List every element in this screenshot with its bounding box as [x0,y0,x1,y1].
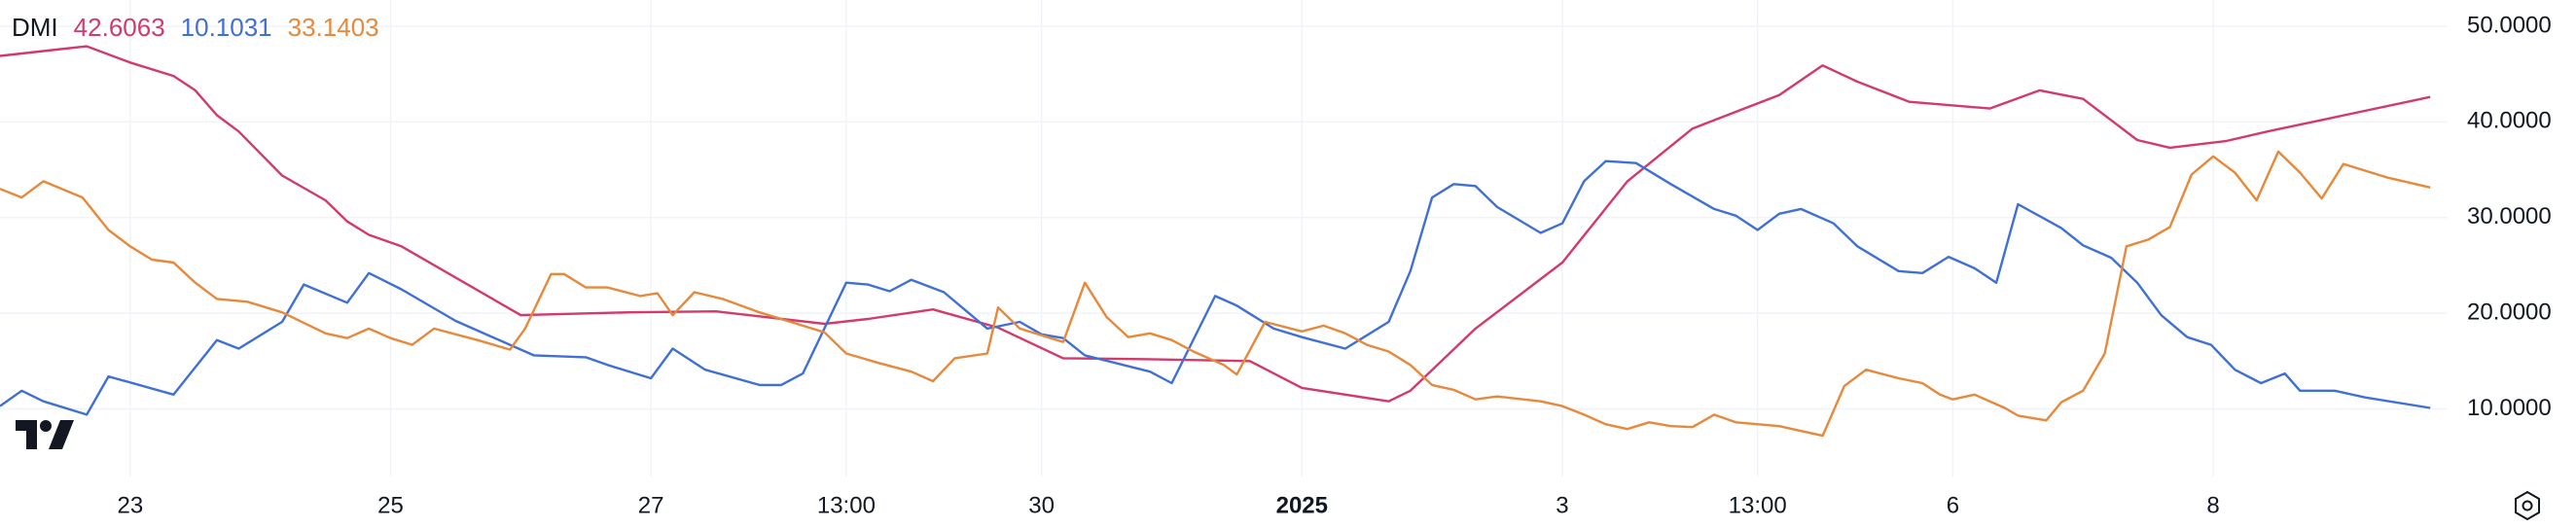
y-tick-label: 10.0000 [2467,395,2552,421]
x-tick-label: 30 [1028,492,1055,518]
dmi-line [0,159,2431,416]
y-tick-label: 20.0000 [2467,299,2552,325]
lines [0,45,2431,438]
x-tick-label: 27 [638,492,664,518]
x-tick-label: 8 [2206,492,2219,518]
y-tick-label: 50.0000 [2467,12,2552,38]
legend-value: 42.6063 [74,13,165,42]
legend-value: 33.1403 [288,13,379,42]
legend: DMI 42.6063 10.1031 33.1403 [12,13,379,42]
y-tick-label: 30.0000 [2467,203,2552,229]
labels: 10.0000 20.0000 30.0000 40.0000 50.0000 23 25 2… [117,12,2551,518]
dmi-line [0,150,2431,438]
y-tick-label: 40.0000 [2467,108,2552,134]
grid [0,0,2448,476]
tv-logo [16,420,74,449]
legend-value: 10.1031 [181,13,272,42]
x-tick-label: 13:00 [817,492,876,518]
dmi-line [0,45,2431,403]
x-tick-label: 3 [1556,492,1568,518]
x-tick-label: 2025 [1276,492,1328,518]
x-tick-label: 6 [1947,492,1959,518]
x-tick-label: 23 [117,492,143,518]
settings-button[interactable] [2515,490,2540,521]
x-tick-label: 25 [377,492,404,518]
x-tick-label: 13:00 [1729,492,1787,518]
indicator-name: DMI [12,13,58,42]
